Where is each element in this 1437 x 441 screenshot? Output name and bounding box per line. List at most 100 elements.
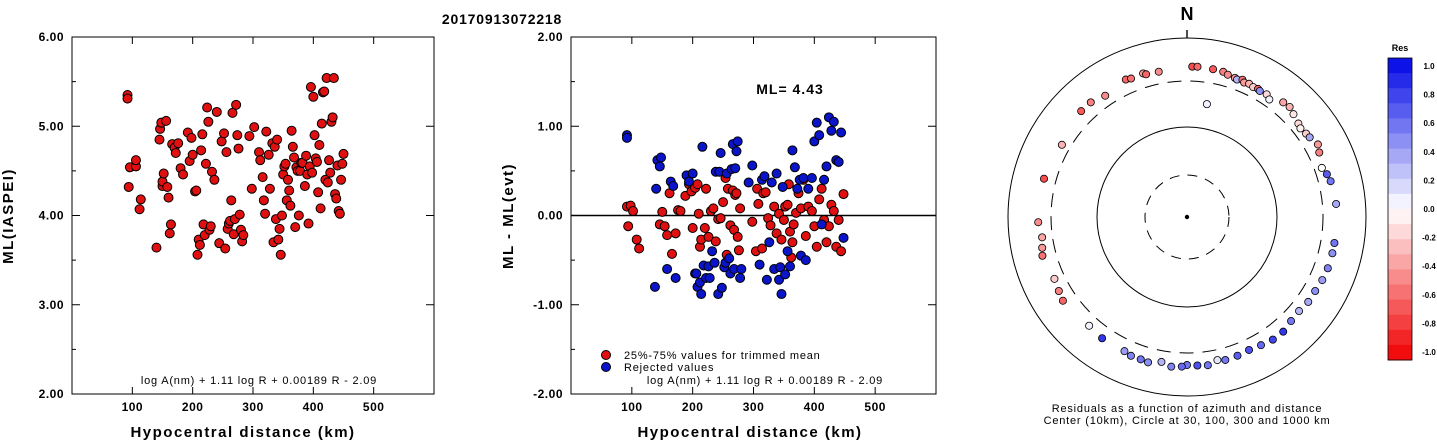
panel1-ytick-label: 5.00	[39, 119, 64, 133]
polar-point	[1157, 357, 1166, 366]
panel1-point	[173, 138, 184, 149]
polar-point	[1305, 133, 1314, 142]
panel2-point	[766, 177, 777, 188]
ml-value-label: ML= 4.43	[756, 81, 824, 97]
polar-point	[1322, 170, 1331, 179]
polar-point	[1287, 317, 1296, 326]
polar-point	[1126, 351, 1135, 360]
circle-30km	[1144, 174, 1230, 260]
colorbar-cell	[1388, 224, 1412, 240]
panel2-point	[666, 248, 677, 259]
colorbar-cells	[1388, 58, 1412, 361]
panel2-point	[693, 208, 704, 219]
panel1-point	[194, 239, 205, 250]
panel2-point	[684, 176, 695, 187]
panel2-point	[718, 197, 729, 208]
polar-point	[1318, 276, 1327, 285]
panel2-formula: log A(nm) + 1.11 log R + 0.00189 R - 2.0…	[647, 375, 883, 387]
panel2-point	[778, 214, 789, 225]
polar-point	[1265, 95, 1274, 104]
panel2-point	[649, 281, 660, 292]
panel1-point	[319, 86, 330, 97]
polar-point	[1154, 67, 1163, 76]
panel2-ticks: 100 200 300 400 500 -2.00 -1.00 0.00 1.00 2.00	[533, 30, 936, 414]
panel-azimuth-residuals: N Residuals as a function of azimuth and…	[1007, 4, 1367, 427]
panel1-point	[219, 128, 230, 139]
polar-point	[1120, 347, 1129, 356]
colorbar-ticks: 1.0 0.8 0.6 0.4 0.2 0.0 -0.2 -0.4 -0.6 -0.8 -1.0	[1422, 62, 1436, 357]
polar-point	[1213, 356, 1222, 365]
panel1-point	[231, 99, 242, 110]
polar-point	[1330, 238, 1339, 247]
panel1-point	[226, 195, 237, 206]
panel2-point	[731, 146, 742, 157]
circle-1000km	[1007, 37, 1367, 397]
polar-point	[1038, 243, 1047, 252]
panel1-point	[313, 187, 324, 198]
panel1-point	[258, 195, 269, 206]
panel2-point	[821, 161, 832, 172]
panel1-formula: log A(nm) + 1.11 log R + 0.00189 R - 2.0…	[141, 375, 377, 387]
panel1-points	[122, 73, 349, 260]
panel2-point	[814, 194, 825, 205]
panel1-point	[244, 131, 255, 142]
panel1-point	[203, 116, 214, 127]
panel2-point	[787, 145, 798, 156]
panel1-point	[220, 243, 231, 254]
panel2-point	[814, 130, 825, 141]
legend-label-rejected: Rejected values	[624, 362, 714, 374]
polar-point	[1304, 297, 1313, 306]
panel2-point	[623, 221, 634, 232]
panel2-point	[692, 179, 703, 190]
polar-point	[1127, 74, 1136, 83]
panel1-point	[228, 229, 239, 240]
panel1-point	[305, 81, 316, 92]
polar-point	[1101, 91, 1110, 100]
panel2-point	[776, 234, 787, 245]
panel1-point	[122, 93, 133, 104]
panel1-point	[254, 147, 265, 158]
panel1-point	[307, 167, 318, 178]
polar-point	[1221, 355, 1230, 364]
polar-point	[1296, 124, 1305, 133]
panel1-ticks: 100 200 300 400 500 2.00 3.00 4.00 5.00 6.00	[39, 30, 434, 414]
panel2-point	[785, 261, 795, 272]
colorbar-tick-label: -0.2	[1422, 234, 1436, 243]
polar-point	[1136, 355, 1145, 364]
panel2-point	[789, 162, 800, 173]
panel1-point	[303, 218, 314, 229]
panel2-point	[668, 181, 679, 192]
panel1-point	[211, 106, 222, 117]
panel2-point	[733, 245, 744, 256]
panel1-point	[260, 208, 271, 219]
panel1-point	[299, 181, 310, 192]
colorbar-tick-label: -0.8	[1422, 319, 1436, 328]
panel2-point	[621, 132, 632, 143]
panel1-xtick-label: 100	[122, 400, 144, 414]
panel1-point	[331, 193, 342, 204]
panel2-point	[687, 222, 698, 233]
panel1-point	[334, 208, 345, 219]
colorbar-cell	[1388, 58, 1412, 74]
panel2-point	[800, 231, 811, 242]
colorbar-cell	[1388, 239, 1412, 255]
panel2-point	[782, 199, 793, 210]
panel2-xtick-label: 300	[743, 400, 765, 414]
panel2-ytick-label: -1.00	[533, 298, 563, 312]
panel1-point	[192, 249, 203, 260]
polar-point	[1177, 362, 1186, 371]
panel2-point	[816, 219, 827, 230]
panel1-point	[301, 150, 312, 161]
panel2-point	[662, 264, 673, 275]
polar-point	[1332, 199, 1341, 208]
panel1-point	[289, 152, 300, 163]
panel1-point	[191, 185, 202, 196]
colorbar-cell	[1388, 193, 1412, 210]
colorbar-tick-label: 1.0	[1423, 62, 1435, 71]
panel1-point	[316, 118, 327, 129]
panel2-point	[675, 206, 686, 217]
polar-point	[1144, 358, 1153, 367]
panel2-point	[828, 206, 839, 217]
panel1-xlabel: Hypocentral distance (km)	[130, 424, 355, 441]
panel2-xtick-label: 200	[682, 400, 704, 414]
